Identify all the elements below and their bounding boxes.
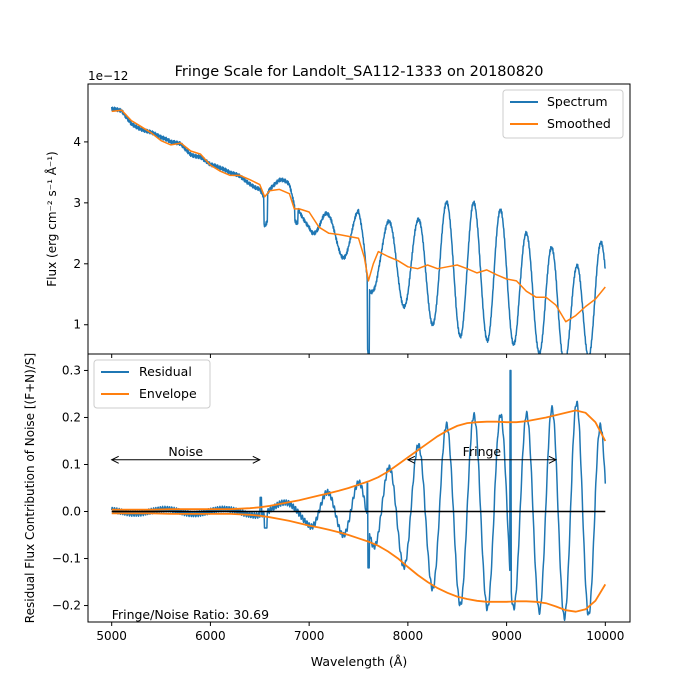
flux-y-tick-label: 2 — [73, 257, 81, 271]
legend-smoothed-label: Smoothed — [547, 116, 611, 131]
legend-spectrum-label: Spectrum — [547, 94, 608, 109]
x-tick-label: 9000 — [491, 629, 522, 643]
flux-y-tick-label: 4 — [73, 135, 81, 149]
legend-residual-label: Residual — [139, 364, 192, 379]
residual-panel: −0.2 −0.1 0.0 0.1 0.2 0.3 Residual Flux Contr… — [23, 353, 607, 623]
x-tick-label: 6000 — [195, 629, 226, 643]
flux-legend: Spectrum Smoothed — [502, 89, 624, 139]
noise-label: Noise — [168, 444, 203, 459]
residual-y-axis-label: Residual Flux Contribution of Noise [(F+… — [23, 353, 37, 623]
flux-y-axis-label: Flux (erg cm⁻² s⁻¹ Å⁻¹) — [44, 151, 59, 286]
flux-y-tick-label: 3 — [73, 196, 81, 210]
spectrum-line — [110, 106, 607, 354]
residual-y-tick-label: 0.1 — [62, 457, 81, 471]
fringe-noise-ratio-label: Fringe/Noise Ratio: 30.69 — [112, 607, 269, 622]
fringe-label: Fringe — [463, 444, 502, 459]
noise-arrowhead-right — [252, 455, 261, 464]
flux-offset-label: 1e−12 — [88, 69, 128, 83]
x-tick-label: 7000 — [294, 629, 325, 643]
chart-title: Fringe Scale for Landolt_SA112-1333 on 2… — [175, 64, 544, 80]
residual-y-tick-label: 0.0 — [62, 505, 81, 519]
x-axis-label: Wavelength (Å) — [311, 654, 407, 669]
x-tick-label: 10000 — [586, 629, 624, 643]
x-tick-label: 8000 — [393, 629, 424, 643]
annotations: Noise Fringe Fringe/Noise Ratio: 30.69 — [110, 444, 558, 622]
fringe-arrowhead-left — [406, 455, 416, 464]
flux-panel: 1 2 3 4 1e−12 Flux (erg cm⁻² s⁻¹ Å⁻¹) Spect… — [44, 69, 630, 354]
residual-y-tick-label: −0.1 — [52, 552, 81, 566]
envelope-lower-line — [111, 512, 607, 613]
residual-y-tick-label: 0.2 — [62, 410, 81, 424]
residual-legend: Residual Envelope — [93, 359, 211, 409]
smoothed-line — [111, 109, 606, 323]
fringe-arrowhead-right — [548, 455, 558, 464]
residual-y-tick-label: −0.2 — [52, 599, 81, 613]
residual-axes-frame — [87, 353, 631, 623]
noise-arrowhead-left — [110, 455, 119, 464]
envelope-upper-line — [111, 409, 607, 511]
legend-envelope-label: Envelope — [139, 386, 197, 401]
x-tick-label: 5000 — [96, 629, 127, 643]
residual-y-tick-label: 0.3 — [62, 363, 81, 377]
flux-y-tick-label: 1 — [73, 318, 81, 332]
